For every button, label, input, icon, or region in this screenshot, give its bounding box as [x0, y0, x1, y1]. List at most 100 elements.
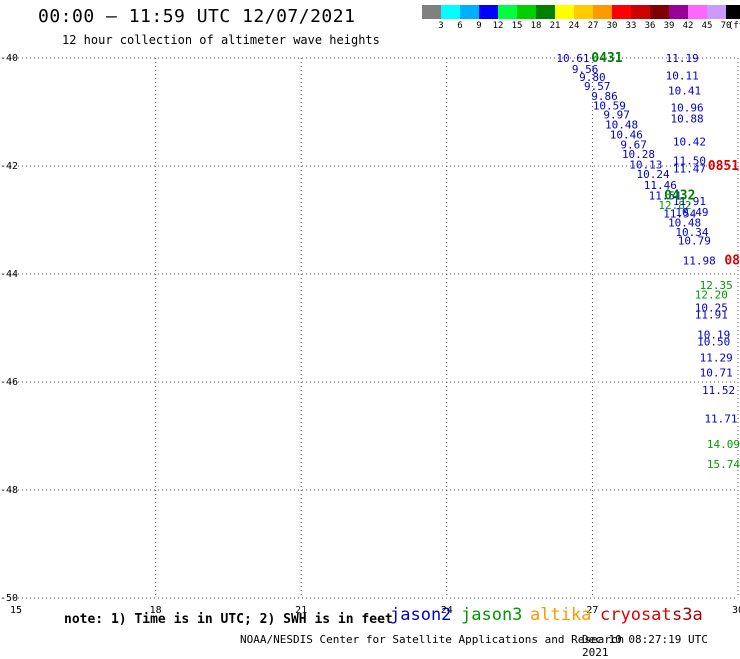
scale-swatch	[574, 5, 593, 19]
scale-swatch	[517, 5, 536, 19]
scale-label: 18	[530, 21, 542, 31]
page-title: 00:00 – 11:59 UTC 12/07/2021	[38, 6, 356, 27]
wave-height-value: 14.09	[707, 438, 740, 451]
wave-height-value: 12.82	[658, 199, 691, 212]
scale-swatch	[441, 5, 460, 19]
scale-label: 42	[682, 21, 694, 31]
scale-swatch	[422, 5, 441, 19]
scale-label: 21	[549, 21, 561, 31]
scale-swatch	[707, 5, 726, 19]
wave-height-value: 10.11	[666, 69, 699, 82]
wave-height-value: 11.71	[704, 413, 737, 426]
wave-height-value: 11.29	[700, 352, 733, 365]
wave-height-value: 10.49	[675, 206, 708, 219]
wave-height-value: 11.54	[663, 208, 696, 221]
scale-swatch	[726, 5, 740, 19]
scale-label: 33	[625, 21, 637, 31]
units-note: note: 1) Time is in UTC; 2) SWH is in fe…	[64, 612, 393, 627]
y-tick-label: -48	[0, 485, 18, 496]
wave-height-value: 10.59	[593, 100, 626, 113]
wave-height-value: 10.13	[629, 158, 662, 171]
wave-height-value: 9.86	[591, 90, 618, 103]
y-tick-label: -40	[0, 53, 18, 64]
scale-label: 45	[701, 21, 713, 31]
wave-height-value: 10.28	[622, 148, 655, 161]
scale-label: 39	[663, 21, 675, 31]
wave-height-value: 10.96	[670, 102, 703, 115]
y-tick-label: -46	[0, 377, 18, 388]
x-tick-label: 30	[732, 605, 740, 616]
scale-label: 27	[587, 21, 599, 31]
scale-swatch	[460, 5, 479, 19]
wave-height-value: 10.50	[697, 336, 730, 349]
scale-label: 24	[568, 21, 580, 31]
y-tick-label: -44	[0, 269, 18, 280]
y-tick-label: -50	[0, 593, 18, 604]
pass-time-label: 0851	[708, 159, 739, 174]
satellite-legend-entry: cryosat	[600, 605, 672, 625]
wave-height-value: 11.52	[702, 384, 735, 397]
wave-height-value: 11.19	[666, 52, 699, 65]
generated-timestamp: Dec 10 08:27:19 UTC 2021	[582, 633, 708, 659]
y-tick-label: -42	[0, 161, 18, 172]
wave-height-value: 10.48	[668, 217, 701, 230]
satellite-legend-entry: jason2	[390, 605, 452, 625]
wave-height-value: 10.48	[605, 118, 638, 131]
scale-swatch	[612, 5, 631, 19]
wave-height-value: 11.51	[649, 190, 682, 203]
credit-line: NOAA/NESDIS Center for Satellite Applica…	[240, 633, 625, 646]
scale-swatch	[479, 5, 498, 19]
wave-height-value: 10.41	[668, 84, 701, 97]
scale-swatch	[593, 5, 612, 19]
scale-label: 36	[644, 21, 656, 31]
scale-swatch	[669, 5, 688, 19]
wave-height-value: 11.91	[695, 309, 728, 322]
wave-height-value: 11.98	[683, 255, 716, 268]
wave-height-value: 9.57	[584, 80, 611, 93]
wave-height-value: 11.91	[673, 195, 706, 208]
scale-label: 6	[457, 21, 463, 31]
scale-swatch	[536, 5, 555, 19]
scale-label: 9	[476, 21, 482, 31]
scale-swatch	[555, 5, 574, 19]
scale-swatch	[688, 5, 707, 19]
scale-unit: (ft)	[728, 21, 740, 31]
wave-height-value: 11.46	[644, 179, 677, 192]
scale-swatch	[650, 5, 669, 19]
wave-height-value: 10.19	[697, 328, 730, 341]
x-tick-label: 15	[10, 605, 22, 616]
satellite-legend-entry: jason3	[461, 605, 523, 625]
wave-height-value: 10.71	[700, 366, 733, 379]
wave-height-value: 9.80	[579, 71, 606, 84]
wave-height-value: 9.67	[620, 138, 647, 151]
satellite-legend-entry: s3a	[672, 605, 703, 625]
scale-swatch	[631, 5, 650, 19]
page-subtitle: 12 hour collection of altimeter wave hei…	[62, 33, 380, 47]
wave-height-value: 10.25	[695, 301, 728, 314]
wave-height-value: 9.56	[572, 63, 599, 76]
wave-height-value: 10.88	[670, 112, 703, 125]
wave-height-value: 12.20	[695, 289, 728, 302]
wave-height-value: 10.42	[673, 136, 706, 149]
wave-height-value: 10.61	[556, 52, 589, 65]
pass-time-label: 08	[724, 254, 740, 269]
satellite-legend-entry: altika	[530, 605, 592, 625]
scale-label: 15	[511, 21, 523, 31]
wave-height-value: 11.47	[673, 163, 706, 176]
scale-swatch	[498, 5, 517, 19]
scale-label: 70	[720, 21, 732, 31]
wave-height-value: 10.46	[610, 129, 643, 142]
scale-label: 30	[606, 21, 618, 31]
scale-label: 3	[438, 21, 444, 31]
wave-height-value: 10.34	[675, 226, 708, 239]
wave-height-value: 15.74	[707, 458, 740, 471]
scale-label: 12	[492, 21, 504, 31]
wave-height-value: 12.35	[700, 279, 733, 292]
wave-height-value: 9.97	[603, 109, 630, 122]
wave-height-value: 10.79	[678, 235, 711, 248]
wave-height-value: 10.24	[637, 168, 670, 181]
pass-time-label: 0432	[664, 189, 695, 204]
pass-time-label: 0431	[591, 51, 622, 66]
